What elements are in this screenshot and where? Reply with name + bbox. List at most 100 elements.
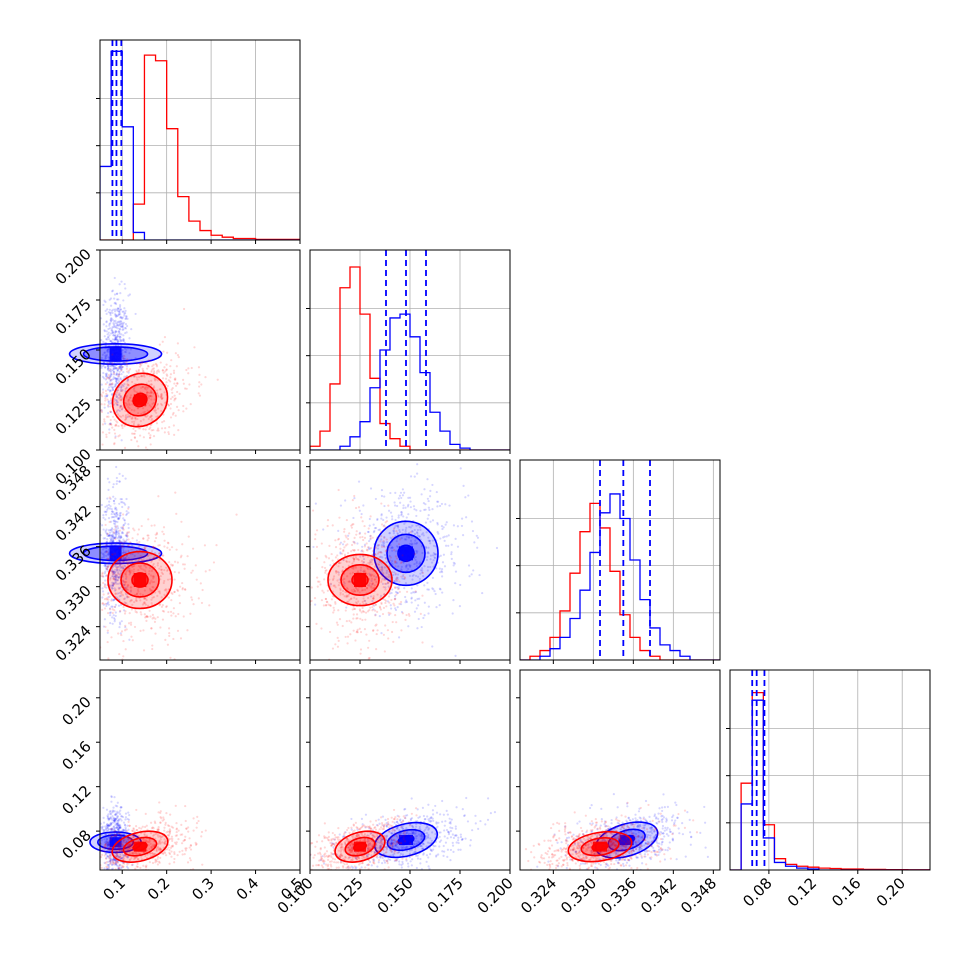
- scatter-point: [160, 596, 163, 599]
- scatter-point: [104, 844, 107, 847]
- scatter-point: [325, 556, 328, 559]
- scatter-point: [176, 382, 179, 385]
- scatter-point: [160, 605, 164, 609]
- scatter-point: [442, 536, 445, 539]
- scatter-point: [358, 532, 361, 536]
- scatter-point: [107, 373, 110, 377]
- scatter-point: [115, 395, 118, 398]
- scatter-point: [101, 443, 104, 446]
- scatter-point: [94, 860, 96, 862]
- scatter-point: [146, 534, 149, 537]
- scatter-point: [154, 379, 157, 382]
- scatter-point: [120, 570, 123, 573]
- scatter-point: [438, 587, 441, 590]
- scatter-point: [341, 565, 345, 569]
- scatter-point: [116, 368, 119, 372]
- scatter-point: [111, 329, 114, 332]
- scatter-point: [102, 377, 106, 380]
- scatter-point: [85, 850, 87, 852]
- scatter-point: [113, 587, 116, 590]
- scatter-point: [384, 526, 387, 529]
- scatter-point: [104, 383, 107, 386]
- scatter-point: [141, 385, 144, 388]
- scatter-point: [111, 871, 113, 873]
- scatter-point: [136, 417, 139, 421]
- scatter-point: [117, 367, 121, 370]
- scatter-point: [123, 452, 125, 454]
- scatter-point: [331, 524, 334, 527]
- scatter-point: [329, 604, 332, 607]
- scatter-point: [118, 310, 121, 313]
- scatter-point: [429, 554, 433, 557]
- scatter-point: [118, 863, 122, 867]
- scatter-point: [142, 649, 146, 652]
- scatter-point: [411, 825, 414, 828]
- scatter-point: [101, 431, 105, 434]
- scatter-point: [130, 852, 134, 855]
- scatter-point: [424, 508, 427, 511]
- scatter-point: [341, 593, 345, 596]
- scatter-point: [394, 491, 397, 495]
- scatter-point: [438, 504, 442, 508]
- scatter-point: [127, 557, 130, 560]
- scatter-point: [105, 533, 109, 536]
- scatter-point: [396, 591, 399, 595]
- scatter-point: [410, 601, 413, 604]
- contour-series_b: [373, 520, 439, 587]
- scatter-point: [389, 511, 393, 514]
- scatter-point: [315, 557, 319, 560]
- scatter-point: [143, 596, 147, 600]
- scatter-point: [110, 397, 113, 400]
- scatter-point: [116, 828, 120, 831]
- scatter-point: [116, 368, 119, 371]
- scatter-point: [147, 534, 150, 537]
- scatter-point: [124, 418, 127, 421]
- scatter-point: [391, 571, 394, 574]
- scatter-point: [108, 833, 111, 836]
- scatter-point: [124, 549, 128, 553]
- scatter-point: [123, 307, 126, 310]
- scatter-point: [164, 851, 167, 855]
- scatter-point: [380, 565, 383, 569]
- scatter-point: [397, 565, 400, 568]
- scatter-point: [368, 573, 372, 577]
- scatter-point: [103, 564, 106, 567]
- scatter-point: [106, 826, 109, 830]
- scatter-point: [115, 393, 118, 397]
- scatter-point: [109, 543, 113, 546]
- scatter-point: [433, 557, 437, 560]
- scatter-point: [124, 824, 127, 827]
- scatter-point: [113, 827, 116, 831]
- scatter-point: [104, 857, 108, 860]
- scatter-point: [117, 517, 120, 520]
- scatter-point: [156, 828, 159, 831]
- scatter-point: [113, 302, 116, 305]
- scatter-point: [152, 546, 155, 549]
- scatter-point: [112, 582, 115, 585]
- scatter-point: [402, 561, 405, 564]
- scatter-point: [370, 558, 373, 561]
- scatter-point: [110, 317, 113, 320]
- scatter-point: [129, 843, 132, 846]
- scatter-point: [117, 823, 121, 827]
- scatter-point: [89, 614, 91, 616]
- scatter-point: [111, 574, 114, 577]
- scatter-point: [101, 825, 104, 828]
- scatter-point: [128, 402, 131, 405]
- scatter-point: [131, 432, 134, 435]
- scatter-point: [121, 546, 124, 550]
- scatter-point: [110, 863, 114, 866]
- scatter-point: [329, 582, 333, 585]
- scatter-point: [161, 852, 164, 855]
- scatter-point: [128, 568, 131, 571]
- scatter-point: [129, 621, 133, 624]
- scatter-point: [345, 595, 348, 599]
- scatter-point: [197, 366, 201, 369]
- scatter-point: [132, 432, 135, 435]
- scatter-point: [162, 816, 165, 819]
- scatter-point: [342, 558, 345, 562]
- scatter-point: [108, 607, 112, 610]
- scatter-point: [108, 534, 111, 537]
- scatter-point: [379, 608, 383, 611]
- scatter-point: [140, 858, 143, 861]
